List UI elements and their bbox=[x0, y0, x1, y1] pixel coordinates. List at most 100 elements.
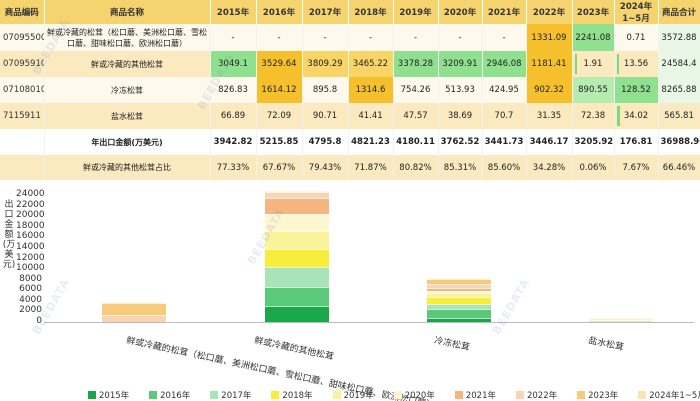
legend-item[interactable]: 2021年 bbox=[454, 389, 496, 401]
product-name: 年出口金额(万美元) bbox=[44, 129, 211, 155]
legend-item[interactable]: 2020年 bbox=[393, 389, 435, 401]
product-name: 鲜或冷藏的其他松茸占比 bbox=[44, 155, 211, 180]
x-category-label: 冷冻松茸 bbox=[433, 335, 471, 354]
table-cell: 77.33% bbox=[210, 155, 257, 180]
y-tick-label: 4000 bbox=[19, 294, 42, 305]
column-header: 商品合计 bbox=[658, 0, 700, 24]
table-cell: - bbox=[210, 24, 257, 51]
table-cell: 1314.6 bbox=[348, 77, 394, 103]
table-cell: 3441.73 bbox=[482, 129, 527, 155]
product-code: 7115911 bbox=[0, 103, 45, 129]
y-tick-label: 6000 bbox=[19, 284, 42, 295]
legend-item[interactable]: 2016年 bbox=[149, 389, 190, 401]
legend-item[interactable]: 2017年 bbox=[210, 389, 251, 401]
table-cell: 67.67% bbox=[256, 155, 303, 180]
bar-segment bbox=[427, 297, 491, 305]
table-cell: 3942.82 bbox=[210, 129, 257, 155]
bar-segment bbox=[265, 230, 329, 249]
column-header: 2016年 bbox=[256, 0, 303, 24]
y-axis-label: 出口金额(万美元) bbox=[2, 200, 16, 270]
table-cell: 85.31% bbox=[438, 155, 483, 180]
column-header: 2024年1~5月 bbox=[614, 0, 659, 24]
table-cell: 754.26 bbox=[393, 77, 439, 103]
table-cell: 8265.88 bbox=[658, 77, 700, 103]
table-cell: 7.67% bbox=[614, 155, 659, 180]
table-cell: 79.43% bbox=[302, 155, 349, 180]
table-cell: 3809.29 bbox=[302, 51, 349, 77]
table-cell: 3465.22 bbox=[348, 51, 394, 77]
legend-item[interactable]: 2022年 bbox=[515, 389, 557, 401]
legend-swatch bbox=[149, 391, 158, 399]
table-cell: 34.02 bbox=[614, 103, 659, 129]
table-cell: 3529.64 bbox=[256, 51, 303, 77]
table-cell: - bbox=[482, 24, 527, 51]
table-cell: 47.57 bbox=[393, 103, 439, 129]
bar-segment bbox=[265, 305, 329, 322]
legend-label: 2021年 bbox=[465, 391, 496, 401]
table-row: 年出口金额(万美元) 3942.82 5215.85 4795.8 4821.23 418… bbox=[0, 129, 700, 155]
bar-segment bbox=[265, 192, 329, 199]
table-cell: 4180.11 bbox=[393, 129, 439, 155]
table-cell: 3446.17 bbox=[526, 129, 573, 155]
y-tick-label: 12000 bbox=[16, 252, 45, 263]
table-cell: 3762.52 bbox=[438, 129, 483, 155]
bar-segment bbox=[265, 190, 329, 192]
bar-segment bbox=[589, 318, 653, 320]
table-cell: - bbox=[438, 24, 483, 51]
y-tick-label: 8000 bbox=[19, 273, 42, 284]
table-cell: 3572.88 bbox=[658, 24, 700, 51]
product-name: 冷冻松茸 bbox=[44, 77, 211, 103]
table-cell: 424.95 bbox=[482, 77, 527, 103]
table-cell: 70.7 bbox=[482, 103, 527, 129]
legend-label: 2023年 bbox=[588, 391, 619, 401]
y-tick-label: 0 bbox=[36, 316, 42, 326]
legend-swatch bbox=[271, 391, 280, 399]
table-cell: - bbox=[348, 24, 394, 51]
legend-label: 2019年 bbox=[343, 391, 374, 401]
chart-legend: 2015年 2016年 2017年 2018年 2019年 2020年 2021年 2022年… bbox=[88, 389, 700, 401]
y-tick-label: 24000 bbox=[16, 189, 45, 199]
table-row: 07108010 冷冻松茸 826.83 1614.12 895.8 1314.6 754.… bbox=[0, 77, 700, 103]
legend-item[interactable]: 2015年 bbox=[88, 389, 129, 401]
table-cell: 71.87% bbox=[348, 155, 394, 180]
legend-swatch bbox=[515, 391, 524, 399]
table-cell: 1331.09 bbox=[526, 24, 573, 51]
table-cell: 4795.8 bbox=[302, 129, 349, 155]
table-cell: 36988.96 bbox=[658, 129, 700, 155]
column-header: 2015年 bbox=[210, 0, 257, 24]
table-cell: 513.93 bbox=[438, 77, 483, 103]
table-cell: 1181.41 bbox=[526, 51, 573, 77]
product-name: 鲜或冷藏的其他松茸 bbox=[44, 51, 211, 77]
table-cell: 90.71 bbox=[302, 103, 349, 129]
x-axis-line bbox=[44, 322, 694, 323]
product-code bbox=[0, 155, 45, 180]
x-category-label: 鲜或冷藏的其他松茸 bbox=[253, 335, 335, 363]
table-cell: 72.38 bbox=[572, 103, 615, 129]
bar-segment bbox=[102, 302, 166, 304]
bar-segment bbox=[427, 290, 491, 294]
table-cell: 80.82% bbox=[393, 155, 439, 180]
legend-item[interactable]: 2024年1~5月 bbox=[638, 389, 700, 401]
bar-segment bbox=[427, 288, 491, 291]
bar-segment bbox=[102, 314, 166, 322]
product-name: 盐水松茸 bbox=[44, 103, 211, 129]
legend-label: 2017年 bbox=[221, 391, 252, 401]
legend-swatch bbox=[88, 391, 96, 399]
legend-swatch bbox=[393, 391, 402, 399]
table-cell: 85.60% bbox=[482, 155, 527, 180]
legend-item[interactable]: 2018年 bbox=[271, 389, 313, 401]
table-cell: 5215.85 bbox=[256, 129, 303, 155]
y-tick-label: 18000 bbox=[16, 220, 45, 231]
legend-item[interactable]: 2019年 bbox=[332, 389, 374, 401]
legend-item[interactable]: 2023年 bbox=[577, 389, 618, 401]
legend-label: 2015年 bbox=[99, 391, 130, 401]
legend-label: 2016年 bbox=[160, 391, 191, 401]
table-cell: 3378.28 bbox=[393, 51, 439, 77]
table-cell: 902.32 bbox=[526, 77, 573, 103]
y-tick-label: 2000 bbox=[19, 305, 42, 316]
bar-segment bbox=[265, 248, 329, 268]
table-cell: 72.09 bbox=[256, 103, 303, 129]
product-name: 鲜或冷藏的松茸（松口蘑、美洲松口蘑、雪松口蘑、甜味松口蘑、欧洲松口蘑） bbox=[44, 24, 211, 51]
table-cell: - bbox=[256, 24, 303, 51]
table-cell: 66.89 bbox=[210, 103, 257, 129]
